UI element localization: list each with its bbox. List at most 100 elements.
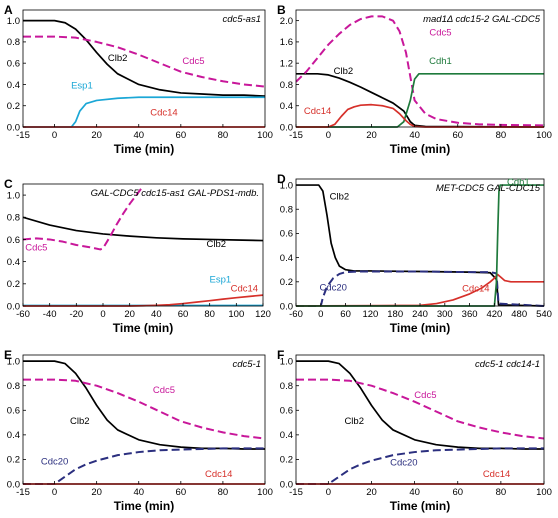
x-tick-label: 60: [340, 309, 351, 320]
panel-letter: F: [277, 348, 284, 362]
x-tick-label: 20: [366, 487, 377, 498]
series-line-clb2: [23, 19, 265, 97]
series-label-cdc5: Cdc5: [153, 385, 175, 396]
x-tick-label: 60: [452, 487, 463, 498]
y-tick-label: 0.2: [7, 101, 20, 112]
series-label-cdc20: Cdc20: [390, 458, 417, 469]
series-label-cdh1: Cdh1: [507, 177, 530, 188]
y-tick-label: 0.6: [7, 235, 20, 246]
series-label-cdc5: Cdc5: [429, 28, 451, 39]
series-label-cdc14: Cdc14: [150, 107, 177, 118]
x-tick-label: 100: [536, 130, 552, 141]
y-tick-label: 0.8: [7, 213, 20, 224]
y-tick-label: 1.0: [280, 180, 293, 191]
y-tick-label: 0.4: [7, 80, 20, 91]
y-tick-label: 0.0: [280, 479, 293, 490]
x-tick-label: 300: [437, 309, 453, 320]
x-tick-label: -15: [289, 130, 303, 141]
y-tick-label: 0.4: [280, 430, 293, 441]
y-tick-label: 0.0: [7, 301, 20, 312]
x-axis-label: Time (min): [114, 142, 174, 156]
x-tick-label: 60: [178, 309, 189, 320]
x-tick-label: 100: [257, 487, 273, 498]
y-tick-label: 0.2: [7, 279, 20, 290]
series-label-cdc20: Cdc20: [41, 456, 68, 467]
plot-frame: [295, 354, 545, 485]
x-tick-label: -40: [43, 309, 57, 320]
panel-e: -15 0 20 40 60 80 100 0.0 0.2 0.4 0.6 0.8 1.0 Time (m…: [4, 348, 273, 513]
series-line-cdc20: [296, 270, 544, 307]
x-tick-label: -60: [289, 309, 303, 320]
y-tick-label: 0.4: [280, 101, 293, 112]
x-axis-label: Time (min): [390, 321, 450, 335]
series-label-cdc14: Cdc14: [205, 469, 232, 480]
y-tick-label: 1.6: [280, 37, 293, 48]
y-tick-label: 0.4: [280, 253, 293, 264]
series-line-cdc5: [23, 185, 144, 251]
series-line-cdc20: [296, 447, 544, 485]
x-tick-label: 360: [462, 309, 478, 320]
x-tick-label: -60: [16, 309, 30, 320]
x-tick-label: 80: [496, 487, 507, 498]
x-tick-label: 20: [366, 130, 377, 141]
series-label-clb2: Clb2: [70, 416, 90, 427]
y-tick-label: 0.2: [280, 277, 293, 288]
y-tick-label: 0.2: [280, 455, 293, 466]
plot-frame: [22, 9, 266, 128]
x-tick-label: 20: [91, 130, 102, 141]
x-axis-label: Time (min): [113, 321, 173, 335]
x-tick-label: 80: [218, 130, 229, 141]
panel-c: -60 -40 -20 0 20 40 60 80 100 120 0.0 0.2 0.4 0.6 0.8 1…: [4, 177, 271, 335]
x-tick-label: 0: [52, 130, 57, 141]
series-line-cdc5: [296, 15, 544, 127]
series-line-clb2: [23, 216, 263, 242]
series-label-clb2: Clb2: [207, 239, 227, 250]
y-tick-label: 1.0: [280, 356, 293, 367]
x-tick-label: 60: [176, 487, 187, 498]
panel-f: -15 0 20 40 60 80 100 0.0 0.2 0.4 0.6 0.8 1.0 Time (m…: [277, 348, 552, 513]
x-tick-label: 120: [362, 309, 378, 320]
series-line-cdc14: [23, 294, 263, 307]
x-tick-label: 0: [52, 487, 57, 498]
series-label-clb2: Clb2: [344, 416, 364, 427]
panel-letter: E: [4, 348, 12, 362]
x-tick-label: 40: [409, 487, 420, 498]
y-tick-label: 0.8: [7, 381, 20, 392]
series-line-clb2: [296, 72, 544, 128]
series-line-cdc5: [23, 378, 265, 440]
y-tick-label: 0.8: [280, 381, 293, 392]
series-label-cdc14: Cdc14: [304, 106, 331, 117]
series-line-esp1: [23, 96, 265, 128]
y-tick-label: 0.0: [7, 479, 20, 490]
y-tick-label: 0.4: [7, 430, 20, 441]
x-tick-label: 80: [204, 309, 215, 320]
x-tick-label: 60: [452, 130, 463, 141]
y-tick-label: 1.0: [7, 356, 20, 367]
x-tick-label: 60: [176, 130, 187, 141]
x-axis-label: Time (min): [390, 499, 450, 513]
panel-letter: D: [277, 172, 286, 186]
panel-d: -60 0 60 120 180 240 300 360 420 480 540 0.0 0.2 0.4 0…: [277, 172, 552, 335]
x-tick-label: 40: [409, 130, 420, 141]
panel-title: GAL-CDC5 cdc15-as1 GAL-PDS1-mdb.: [91, 188, 259, 199]
y-tick-label: 0.8: [280, 80, 293, 91]
series-label-cdc5: Cdc5: [182, 56, 204, 67]
x-tick-label: -15: [16, 130, 30, 141]
series-label-cdc20: Cdc20: [319, 282, 346, 293]
x-tick-label: 0: [318, 309, 323, 320]
x-axis-label: Time (min): [114, 499, 174, 513]
y-tick-label: 0.6: [280, 406, 293, 417]
x-tick-label: 420: [486, 309, 502, 320]
series-line-clb2: [296, 360, 544, 450]
plot-frame: [22, 354, 266, 485]
panel-title: cdc5-as1: [222, 14, 261, 25]
y-tick-label: 0.0: [7, 122, 20, 133]
series-line-cdc14: [296, 273, 544, 307]
series-label-cdh1: Cdh1: [429, 56, 452, 67]
series-line-cdc14: [296, 103, 544, 128]
x-tick-label: 20: [124, 309, 135, 320]
x-tick-label: 40: [133, 487, 144, 498]
y-tick-label: 0.2: [7, 455, 20, 466]
x-tick-label: 240: [412, 309, 428, 320]
series-label-cdc5: Cdc5: [414, 390, 436, 401]
